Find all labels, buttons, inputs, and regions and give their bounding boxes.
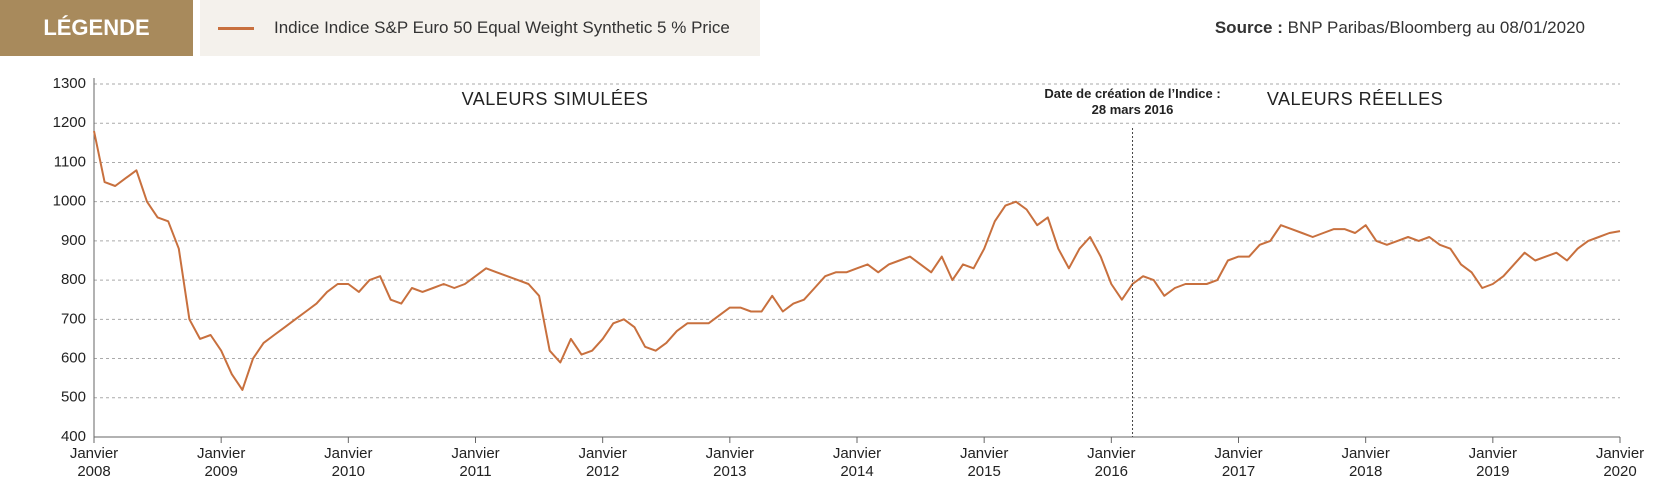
legend: Indice Indice S&P Euro 50 Equal Weight S… bbox=[200, 0, 760, 56]
x-tick-label: Janvier 2009 bbox=[196, 445, 246, 480]
x-tick-label: Janvier 2017 bbox=[1214, 445, 1263, 480]
y-tick-label: 400 bbox=[61, 428, 86, 445]
y-tick-label: 1100 bbox=[54, 153, 86, 170]
legend-swatch bbox=[218, 27, 254, 30]
x-tick-label: Janvier 2020 bbox=[1595, 445, 1645, 480]
legend-label: Indice Indice S&P Euro 50 Equal Weight S… bbox=[274, 18, 730, 37]
source-text: BNP Paribas/Bloomberg au 08/01/2020 bbox=[1287, 18, 1585, 37]
x-tick-label: Janvier 2011 bbox=[451, 445, 500, 480]
x-tick-label: Janvier 2018 bbox=[1341, 445, 1390, 480]
annotation: VALEURS SIMULÉES bbox=[461, 89, 649, 109]
legend-title: LÉGENDE bbox=[0, 0, 193, 56]
x-tick-label: Janvier 2015 bbox=[959, 445, 1009, 480]
x-tick-label: Janvier 2013 bbox=[705, 445, 754, 480]
y-tick-label: 1200 bbox=[53, 114, 86, 131]
y-tick-label: 700 bbox=[61, 310, 86, 327]
x-tick-label: Janvier 2019 bbox=[1468, 445, 1517, 480]
y-tick-label: 1000 bbox=[53, 193, 86, 210]
source-label: Source : bbox=[1214, 18, 1283, 37]
y-tick-label: 500 bbox=[61, 389, 86, 406]
y-tick-label: 800 bbox=[61, 271, 86, 288]
series-line bbox=[93, 130, 1621, 391]
x-tick-label: Janvier 2010 bbox=[324, 445, 373, 480]
annotation: VALEURS RÉELLES bbox=[1266, 89, 1444, 109]
x-tick-label: Janvier 2016 bbox=[1087, 445, 1136, 480]
annotation: Date de création de l’Indice : 28 mars 2… bbox=[1044, 86, 1221, 117]
y-tick-label: 900 bbox=[61, 232, 86, 249]
x-tick-label: Janvier 2012 bbox=[578, 445, 627, 480]
source: Source : BNP Paribas/Bloomberg au 08/01/… bbox=[1215, 0, 1585, 56]
x-tick-label: Janvier 2008 bbox=[69, 445, 119, 480]
x-tick-label: Janvier 2014 bbox=[832, 445, 882, 480]
y-tick-label: 600 bbox=[61, 350, 86, 367]
y-tick-label: 1300 bbox=[53, 75, 86, 92]
